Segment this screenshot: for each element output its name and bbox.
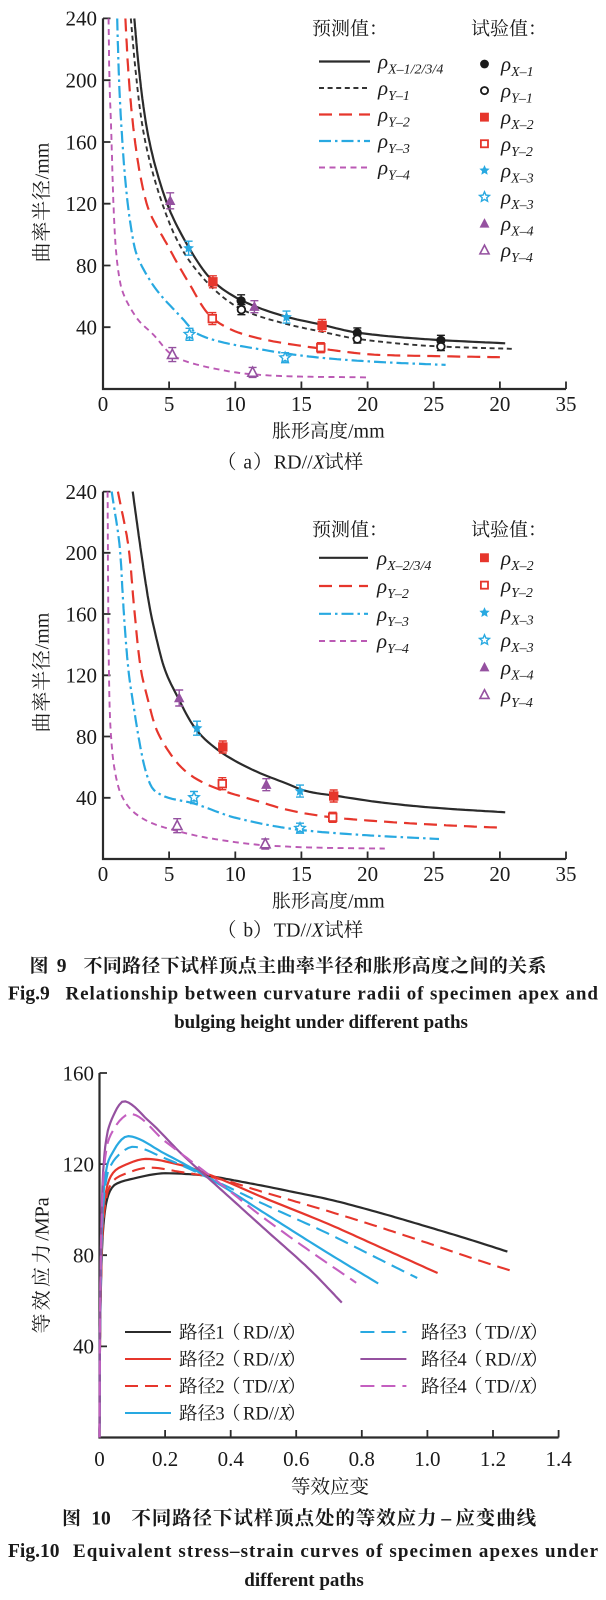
- svg-text:ρY–4: ρY–4: [500, 683, 533, 711]
- svg-text:15: 15: [291, 392, 312, 416]
- svg-text:1.0: 1.0: [414, 1447, 440, 1471]
- svg-text:120: 120: [66, 192, 98, 216]
- svg-text:160: 160: [63, 1061, 95, 1085]
- svg-text:240: 240: [66, 7, 98, 31]
- svg-text:Equivalent stress–strain curve: Equivalent stress–strain curves of speci…: [73, 1541, 599, 1562]
- svg-text:ρX–3: ρX–3: [500, 628, 534, 656]
- svg-text:RD//X: RD//X: [243, 1405, 291, 1425]
- svg-text:ρY–1: ρY–1: [377, 76, 410, 104]
- svg-text:40: 40: [76, 316, 97, 340]
- svg-text:200: 200: [66, 541, 98, 565]
- svg-text:4: 4: [457, 1378, 466, 1398]
- svg-text:TD//X: TD//X: [485, 1378, 532, 1398]
- svg-text:ρY–3: ρY–3: [377, 129, 410, 157]
- svg-text:160: 160: [66, 130, 98, 154]
- svg-text:ρX–3: ρX–3: [500, 601, 534, 629]
- svg-text:35: 35: [556, 862, 577, 886]
- svg-text:240: 240: [66, 480, 98, 504]
- svg-text:10: 10: [91, 1509, 111, 1530]
- svg-text:TD//X: TD//X: [485, 1324, 532, 1344]
- svg-text:ρY–4: ρY–4: [377, 156, 410, 184]
- svg-text:25: 25: [423, 862, 444, 886]
- svg-text:b: b: [243, 921, 253, 942]
- svg-text:120: 120: [66, 664, 98, 688]
- svg-text:5: 5: [164, 862, 175, 886]
- svg-text:10: 10: [225, 862, 246, 886]
- svg-text:ρX–4: ρX–4: [500, 212, 534, 240]
- svg-text:TD//X: TD//X: [274, 920, 325, 942]
- svg-text:ρX–2: ρX–2: [500, 546, 534, 574]
- svg-text:0: 0: [98, 862, 109, 886]
- svg-text:10: 10: [225, 392, 246, 416]
- svg-text:–: –: [440, 1509, 451, 1530]
- svg-text:40: 40: [76, 786, 97, 810]
- svg-text:ρY–4: ρY–4: [500, 238, 533, 266]
- svg-text:RD//X: RD//X: [243, 1351, 291, 1371]
- svg-text:/MPa: /MPa: [32, 1197, 54, 1240]
- svg-text:1.2: 1.2: [480, 1447, 506, 1471]
- svg-text:2: 2: [215, 1378, 224, 1398]
- svg-text:80: 80: [76, 254, 97, 278]
- svg-text:Fig.10: Fig.10: [8, 1541, 59, 1562]
- svg-text:RD//X: RD//X: [243, 1324, 291, 1344]
- svg-text:1: 1: [215, 1324, 224, 1344]
- svg-text:ρX–1: ρX–1: [500, 52, 534, 80]
- svg-text:ρX–3: ρX–3: [500, 158, 534, 186]
- svg-text:a: a: [243, 453, 252, 474]
- svg-text:RD//X: RD//X: [274, 452, 326, 474]
- svg-text:200: 200: [66, 69, 98, 93]
- svg-text:ρX–2/3/4: ρX–2/3/4: [376, 546, 431, 574]
- svg-text:ρX–4: ρX–4: [500, 655, 534, 683]
- svg-text:/mm: /mm: [348, 421, 385, 443]
- svg-text:2: 2: [215, 1351, 224, 1371]
- svg-text:80: 80: [76, 725, 97, 749]
- svg-text:different paths: different paths: [244, 1570, 363, 1591]
- svg-text:Fig.9: Fig.9: [8, 984, 50, 1005]
- svg-text:15: 15: [291, 862, 312, 886]
- svg-text:ρX–1/2/3/4: ρX–1/2/3/4: [377, 50, 443, 78]
- svg-text:/mm: /mm: [32, 612, 54, 649]
- svg-text:0.4: 0.4: [218, 1447, 245, 1471]
- svg-text:ρX–3: ρX–3: [500, 185, 534, 213]
- svg-text:0.2: 0.2: [152, 1447, 178, 1471]
- svg-text:20: 20: [357, 392, 378, 416]
- svg-text:3: 3: [215, 1405, 224, 1425]
- svg-text:Relationship between curvature: Relationship between curvature radii of …: [66, 984, 599, 1005]
- svg-text:ρY–2: ρY–2: [500, 132, 533, 160]
- svg-text:0: 0: [98, 392, 109, 416]
- svg-text:0.8: 0.8: [349, 1447, 375, 1471]
- svg-text:TD//X: TD//X: [243, 1378, 290, 1398]
- svg-text:80: 80: [73, 1244, 94, 1268]
- svg-text:120: 120: [63, 1152, 95, 1176]
- svg-text:ρY–4: ρY–4: [376, 629, 409, 657]
- svg-text:bulging height under different: bulging height under different paths: [174, 1012, 468, 1033]
- svg-text:0.6: 0.6: [283, 1447, 309, 1471]
- svg-text:ρY–2: ρY–2: [376, 574, 409, 602]
- svg-text:40: 40: [73, 1335, 94, 1359]
- svg-text:35: 35: [556, 392, 577, 416]
- svg-text:/mm: /mm: [348, 891, 385, 913]
- svg-text:/mm: /mm: [32, 142, 54, 179]
- svg-text:ρY–2: ρY–2: [377, 103, 410, 131]
- svg-text:RD//X: RD//X: [485, 1351, 533, 1371]
- svg-text:ρY–2: ρY–2: [500, 573, 533, 601]
- svg-text:ρY–3: ρY–3: [376, 602, 409, 630]
- svg-text:3: 3: [457, 1324, 466, 1344]
- svg-text:5: 5: [164, 392, 175, 416]
- svg-text:20: 20: [489, 862, 510, 886]
- svg-text:ρX–2: ρX–2: [500, 105, 534, 133]
- svg-text:0: 0: [94, 1447, 105, 1471]
- svg-text:4: 4: [457, 1351, 466, 1371]
- svg-text:1.4: 1.4: [545, 1447, 572, 1471]
- svg-text:20: 20: [489, 392, 510, 416]
- svg-text:20: 20: [357, 862, 378, 886]
- svg-text:9: 9: [57, 956, 67, 977]
- svg-text:25: 25: [423, 392, 444, 416]
- svg-text:160: 160: [66, 602, 98, 626]
- svg-text:ρY–1: ρY–1: [500, 79, 533, 107]
